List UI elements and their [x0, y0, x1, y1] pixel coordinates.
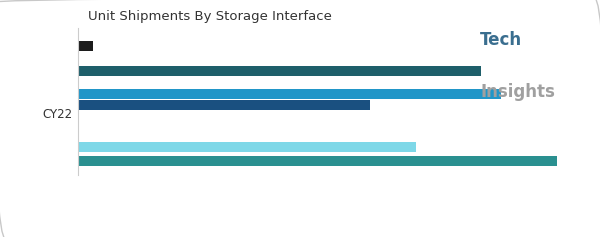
- Text: Insights: Insights: [480, 83, 555, 101]
- Bar: [78, 142, 416, 152]
- Bar: [78, 41, 93, 51]
- Bar: [78, 89, 502, 99]
- Text: Tech: Tech: [480, 31, 522, 49]
- Bar: [78, 100, 370, 109]
- Bar: [78, 156, 557, 166]
- Text: Unit Shipments By Storage Interface: Unit Shipments By Storage Interface: [88, 10, 332, 23]
- Bar: [78, 66, 481, 76]
